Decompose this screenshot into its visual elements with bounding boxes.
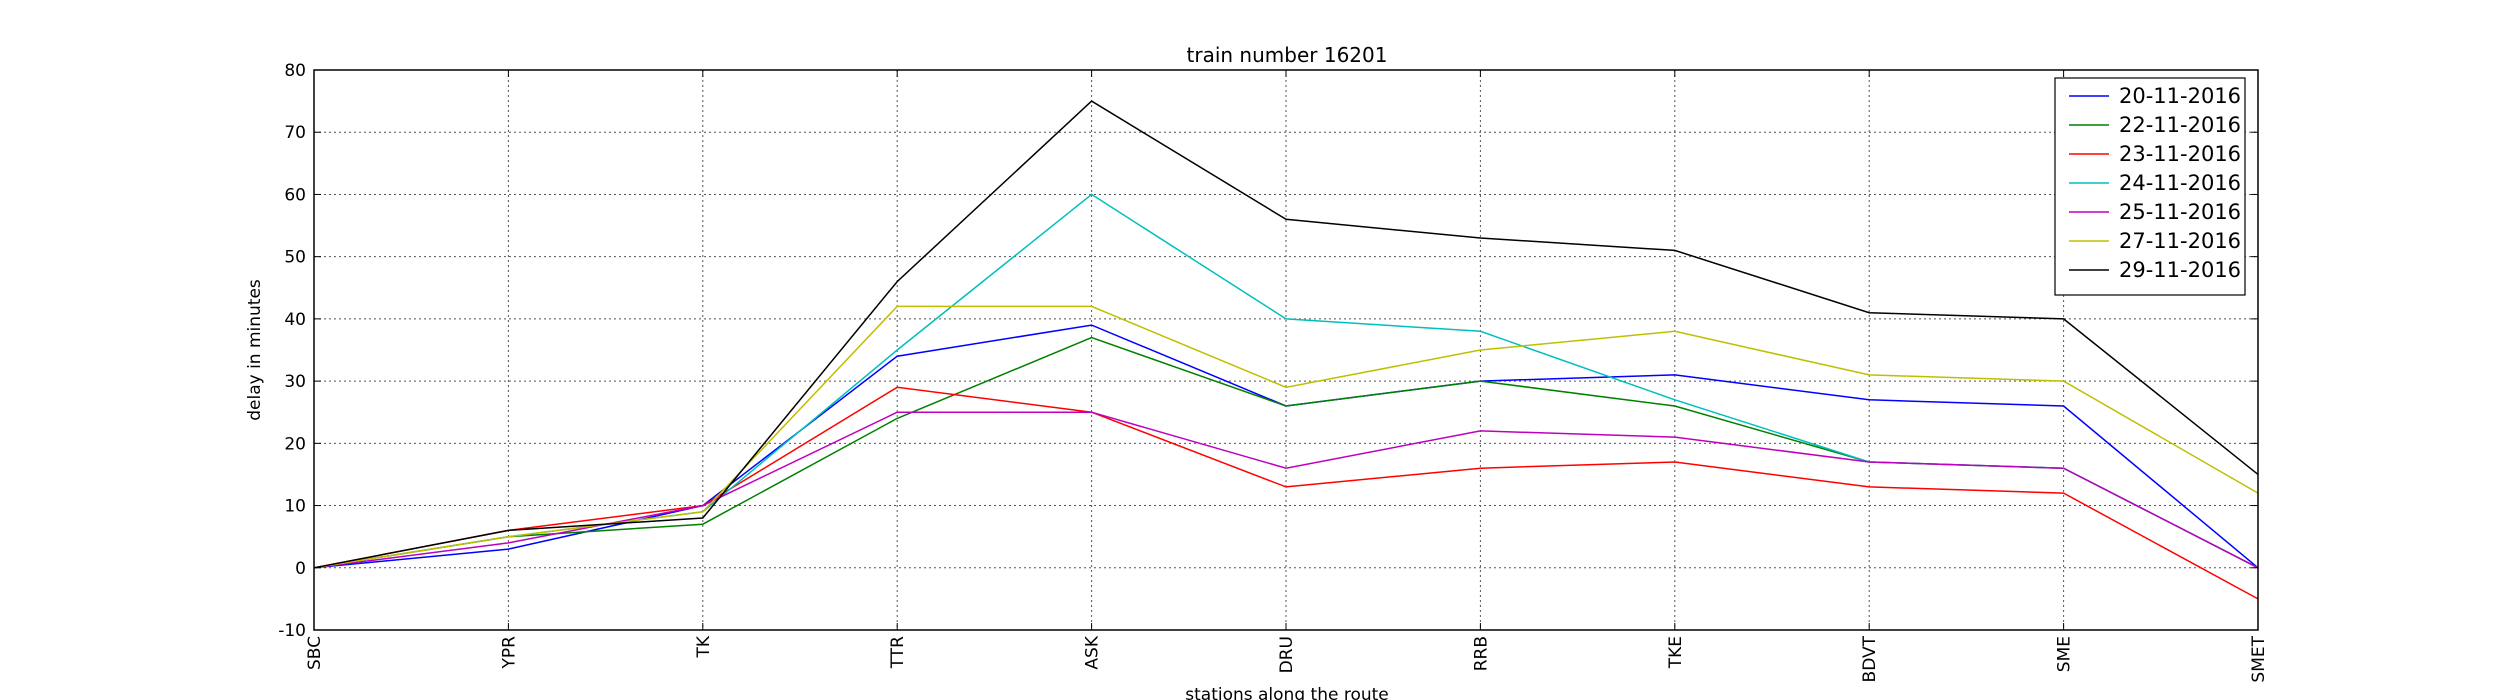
y-axis-title: delay in minutes <box>245 279 265 421</box>
y-axis-ticks: -10 0 10 20 30 40 50 60 70 80 <box>278 61 2258 641</box>
series-line-22-11-2016 <box>313 336 2259 569</box>
x-tick-label: BDVT <box>1860 635 1880 682</box>
x-tick-label: SME <box>2055 636 2075 672</box>
series-line-29-11-2016 <box>313 100 2259 569</box>
x-tick-label: RRB <box>1471 636 1491 671</box>
x-tick-label: TTR <box>888 636 908 669</box>
series-group <box>313 100 2259 600</box>
x-tick-label: TK <box>694 635 714 658</box>
legend-box <box>2054 77 2246 296</box>
y-tick-label: 20 <box>284 434 306 454</box>
legend-label: 29-11-2016 <box>2119 258 2241 282</box>
series-line-27-11-2016 <box>313 305 2259 569</box>
series-line-23-11-2016 <box>313 386 2259 600</box>
legend-label: 25-11-2016 <box>2119 200 2241 224</box>
legend-label: 24-11-2016 <box>2119 171 2241 195</box>
y-tick-label: 50 <box>284 248 306 268</box>
legend: 20-11-2016 22-11-2016 23-11-2016 24-11-2016… <box>2054 77 2246 296</box>
x-tick-label: YPR <box>499 636 519 670</box>
x-axis-ticks: SBC YPR TK TTR ASK DRU RRB TKE BDVT SME SMET <box>305 70 2269 683</box>
legend-label: 27-11-2016 <box>2119 229 2241 253</box>
y-tick-label: 0 <box>295 559 306 579</box>
y-tick-label: 80 <box>284 61 306 81</box>
chart-title: train number 16201 <box>1187 43 1388 67</box>
y-tick-label: 30 <box>284 372 306 392</box>
y-tick-label: 60 <box>284 185 306 205</box>
x-tick-label: SMET <box>2249 635 2269 682</box>
x-tick-label: ASK <box>1083 635 1103 669</box>
y-tick-label: 40 <box>284 310 306 330</box>
y-tick-label: 70 <box>284 123 306 143</box>
x-tick-label: TKE <box>1666 636 1686 669</box>
grid-lines <box>313 69 2259 631</box>
x-axis-title: stations along the route <box>1185 685 1389 700</box>
x-tick-label: SBC <box>305 636 325 670</box>
y-tick-label: -10 <box>278 621 306 641</box>
y-tick-label: 10 <box>284 497 306 517</box>
legend-label: 22-11-2016 <box>2119 113 2241 137</box>
x-tick-label: DRU <box>1277 636 1297 673</box>
series-line-25-11-2016 <box>313 411 2259 569</box>
legend-label: 20-11-2016 <box>2119 84 2241 108</box>
legend-label: 23-11-2016 <box>2119 142 2241 166</box>
